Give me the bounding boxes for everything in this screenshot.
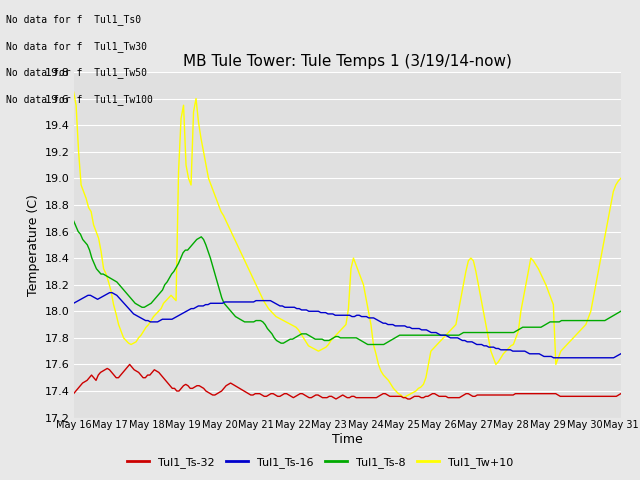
Text: No data for f  Tul1_Tw100: No data for f Tul1_Tw100 [6,94,153,105]
Legend: Tul1_Ts-32, Tul1_Ts-16, Tul1_Ts-8, Tul1_Tw+10: Tul1_Ts-32, Tul1_Ts-16, Tul1_Ts-8, Tul1_… [123,452,517,472]
Text: No data for f  Tul1_Ts0: No data for f Tul1_Ts0 [6,14,141,25]
Title: MB Tule Tower: Tule Temps 1 (3/19/14-now): MB Tule Tower: Tule Temps 1 (3/19/14-now… [183,54,511,70]
X-axis label: Time: Time [332,433,363,446]
Text: No data for f  Tul1_Tw30: No data for f Tul1_Tw30 [6,41,147,52]
Text: No data for f  Tul1_Tw50: No data for f Tul1_Tw50 [6,67,147,78]
Y-axis label: Temperature (C): Temperature (C) [28,194,40,296]
